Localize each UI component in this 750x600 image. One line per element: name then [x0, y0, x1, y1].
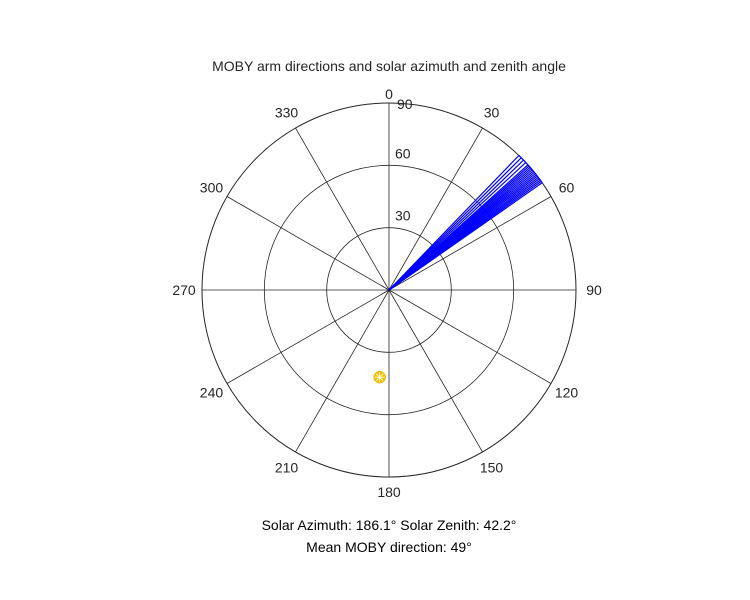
polar-outer-ring: [201, 102, 577, 478]
theta-grid-line-120: [388, 289, 552, 384]
caption-solar-angles: Solar Azimuth: 186.1° Solar Zenith: 42.2…: [262, 517, 517, 533]
moby-arm-chord-16: [539, 179, 542, 182]
theta-grid-line-30: [388, 127, 483, 291]
moby-arm-chord-7: [530, 168, 533, 171]
tick-labels: 0 30 60 90 120 150 180 210 240 270 300 330 30 60 90: [172, 86, 602, 500]
sun-marker-group: [373, 370, 386, 384]
theta-tick-label-90: 90: [586, 282, 602, 298]
theta-tick-label-300: 300: [200, 180, 224, 196]
moby-arm-chord-15: [538, 178, 541, 181]
polar-grid: [201, 102, 577, 478]
theta-grid-line-150: [388, 289, 483, 453]
moby-arm-chord-17: [540, 181, 543, 184]
theta-tick-label-210: 210: [275, 460, 299, 476]
moby-arm-chord-11: [534, 173, 537, 176]
sun-ray-3: [375, 373, 384, 382]
caption-mean-direction: Mean MOBY direction: 49°: [306, 539, 472, 555]
theta-grid-line-60: [388, 196, 552, 291]
moby-arm-line-18: [388, 182, 543, 291]
theta-tick-label-30: 30: [484, 104, 500, 120]
moby-arm-chord-12: [535, 174, 538, 177]
theta-tick-label-120: 120: [555, 385, 579, 401]
moby-arm-chord-2: [523, 159, 527, 163]
theta-tick-label-240: 240: [200, 385, 224, 401]
moby-arm-chord-4: [527, 164, 530, 167]
theta-tick-label-180: 180: [377, 484, 401, 500]
moby-arm-chord-14: [537, 177, 540, 180]
moby-arm-chord-5: [528, 165, 531, 168]
r-tick-label-90: 90: [397, 96, 413, 112]
moby-arm-chord-10: [533, 171, 536, 174]
moby-arm-series: [388, 155, 543, 291]
theta-tick-label-330: 330: [275, 104, 299, 120]
moby-arm-chord-1: [520, 157, 524, 161]
r-tick-label-60: 60: [395, 145, 411, 161]
r-grid-ring-30: [326, 227, 452, 353]
theta-tick-label-60: 60: [559, 180, 575, 196]
theta-grid-line-240: [226, 289, 390, 384]
r-grid-ring-60: [263, 164, 515, 416]
theta-tick-label-150: 150: [480, 460, 504, 476]
theta-grid-line-330: [295, 127, 390, 291]
moby-arm-chord-9: [532, 170, 535, 173]
moby-arm-chord-3: [525, 162, 529, 166]
moby-arm-chord-0: [518, 155, 522, 159]
chart-title: MOBY arm directions and solar azimuth an…: [212, 58, 566, 74]
moby-arm-chord-8: [531, 169, 534, 172]
theta-grid-line-210: [295, 289, 390, 453]
theta-tick-label-0: 0: [385, 86, 393, 102]
moby-arm-chord-13: [536, 175, 539, 178]
r-tick-label-30: 30: [395, 208, 411, 224]
moby-arm-chord-6: [529, 166, 532, 169]
theta-grid-line-300: [226, 196, 390, 291]
theta-tick-label-270: 270: [172, 282, 196, 298]
